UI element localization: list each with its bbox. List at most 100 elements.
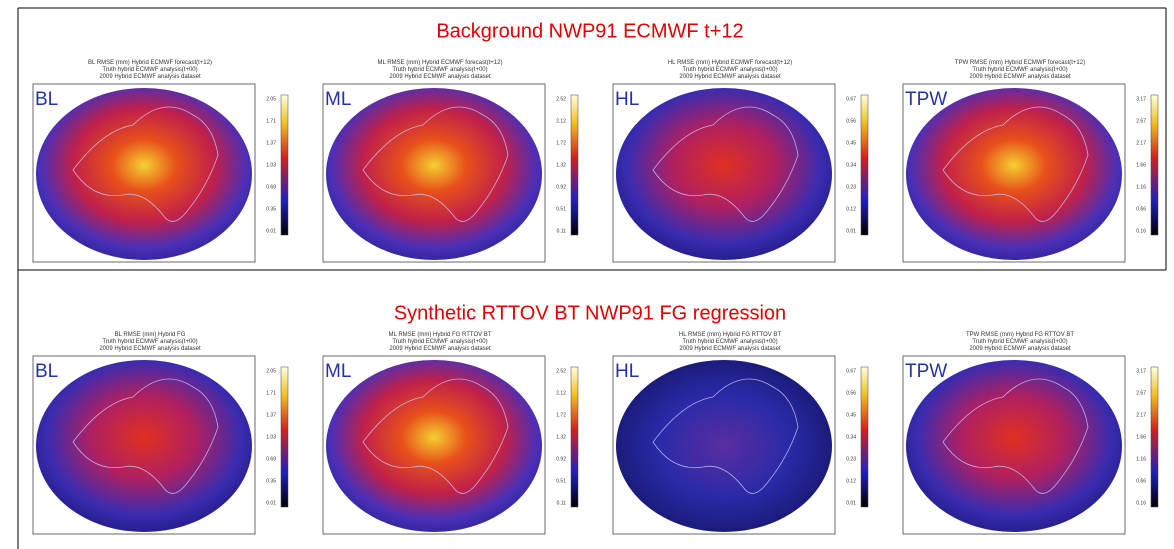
region-label: ML (325, 89, 351, 110)
colorbar (570, 366, 579, 508)
colorbar-tick-label: 0.51 (556, 478, 566, 484)
panel-title: Truth hybrid ECMWF analysis(t+00) (682, 67, 777, 73)
colorbar (280, 94, 289, 236)
colorbar-tick-label: 2.17 (1136, 412, 1146, 418)
coastline (72, 378, 219, 494)
panel-title: Truth hybrid ECMWF analysis(t+00) (102, 67, 197, 73)
colorbar-tick-label: 2.17 (1136, 140, 1146, 146)
panel-title: TPW RMSE (mm) Hybrid ECMWF forecast(t+12… (955, 60, 1085, 66)
panel-title: 2009 Hybrid ECMWF analysis dataset (99, 346, 201, 352)
colorbar-tick-label: 0.11 (557, 500, 567, 506)
colorbar-tick-label: 0.23 (846, 184, 856, 190)
map (36, 360, 252, 532)
colorbar-tick-label: 1.37 (266, 140, 276, 146)
panel-title: Truth hybrid ECMWF analysis(t+00) (972, 67, 1067, 73)
colorbar-tick-label: 1.72 (556, 412, 566, 418)
colorbar-tick-label: 0.34 (846, 434, 856, 440)
colorbar-tick-label: 0.35 (266, 206, 276, 212)
panel-title: BL RMSE (mm) Hybrid ECMWF forecast(t+12) (88, 60, 212, 66)
colorbar-tick-label: 0.01 (266, 228, 276, 234)
colorbar-tick-label: 1.71 (266, 118, 276, 124)
panel-title: HL RMSE (mm) Hybrid ECMWF forecast(t+12) (668, 60, 792, 66)
panel-title: Truth hybrid ECMWF analysis(t+00) (682, 339, 777, 345)
colorbar-tick-label: 1.71 (266, 390, 276, 396)
colorbar-tick-label: 3.17 (1136, 96, 1146, 102)
panel-title: Truth hybrid ECMWF analysis(t+00) (392, 67, 487, 73)
coastline (652, 106, 799, 222)
colorbar-tick-label: 1.03 (266, 434, 276, 440)
colorbar-tick-label: 0.69 (266, 456, 276, 462)
colorbar-tick-label: 2.05 (266, 96, 276, 102)
colorbar-tick-label: 0.12 (846, 206, 856, 212)
colorbar (860, 366, 869, 508)
panel-title: Truth hybrid ECMWF analysis(t+00) (102, 339, 197, 345)
map (616, 360, 832, 532)
colorbar (1150, 94, 1159, 236)
panel-title: 2009 Hybrid ECMWF analysis dataset (99, 74, 201, 80)
panel-title: HL RMSE (mm) Hybrid FG RTTOV BT (679, 332, 782, 338)
colorbar-tick-label: 0.66 (1136, 478, 1146, 484)
colorbar-tick-label: 0.34 (846, 162, 856, 168)
coastline (942, 378, 1089, 494)
colorbar-tick-label: 0.56 (846, 390, 856, 396)
colorbar-tick-label: 2.52 (556, 368, 566, 374)
map (326, 360, 542, 532)
panel-title: 2009 Hybrid ECMWF analysis dataset (969, 346, 1071, 352)
colorbar-tick-label: 0.45 (846, 140, 856, 146)
colorbar-tick-label: 1.16 (1136, 456, 1146, 462)
region-label: HL (615, 89, 639, 110)
colorbar-tick-label: 0.92 (556, 456, 566, 462)
colorbar-tick-label: 0.67 (846, 368, 856, 374)
colorbar-tick-label: 0.51 (556, 206, 566, 212)
coastline (362, 378, 509, 494)
colorbar-tick-label: 0.01 (846, 500, 856, 506)
colorbar (280, 366, 289, 508)
colorbar-tick-label: 1.32 (556, 434, 566, 440)
map (616, 88, 832, 260)
colorbar (570, 94, 579, 236)
colorbar-tick-label: 0.01 (266, 500, 276, 506)
colorbar-tick-label: 0.23 (846, 456, 856, 462)
panel-title: 2009 Hybrid ECMWF analysis dataset (389, 346, 491, 352)
colorbar-tick-label: 1.03 (266, 162, 276, 168)
colorbar-tick-label: 2.05 (266, 368, 276, 374)
colorbar (1150, 366, 1159, 508)
panel-title: Truth hybrid ECMWF analysis(t+00) (972, 339, 1067, 345)
region-label: TPW (905, 89, 947, 110)
region-label: BL (35, 89, 58, 110)
coastline (942, 106, 1089, 222)
panel-title: TPW RMSE (mm) Hybrid FG RTTOV BT (966, 332, 1074, 338)
colorbar-tick-label: 0.45 (846, 412, 856, 418)
map (906, 360, 1122, 532)
colorbar-tick-label: 0.16 (1136, 500, 1146, 506)
colorbar-tick-label: 2.12 (556, 118, 566, 124)
colorbar-tick-label: 0.56 (846, 118, 856, 124)
colorbar-tick-label: 1.66 (1136, 434, 1146, 440)
region-label: TPW (905, 361, 947, 382)
colorbar-tick-label: 2.52 (556, 96, 566, 102)
colorbar-tick-label: 0.01 (846, 228, 856, 234)
colorbar-tick-label: 1.32 (556, 162, 566, 168)
colorbar-tick-label: 1.66 (1136, 162, 1146, 168)
map (906, 88, 1122, 260)
colorbar-tick-label: 2.67 (1136, 390, 1146, 396)
colorbar-tick-label: 0.66 (1136, 206, 1146, 212)
colorbar-tick-label: 0.11 (557, 228, 567, 234)
panel-title: ML RMSE (mm) Hybrid ECMWF forecast(t+12) (378, 60, 503, 66)
colorbar-tick-label: 0.67 (846, 96, 856, 102)
map (36, 88, 252, 260)
colorbar-tick-label: 2.67 (1136, 118, 1146, 124)
colorbar-tick-label: 0.69 (266, 184, 276, 190)
panel-title: 2009 Hybrid ECMWF analysis dataset (679, 74, 781, 80)
colorbar-tick-label: 3.17 (1136, 368, 1146, 374)
colorbar-tick-label: 1.37 (266, 412, 276, 418)
map (326, 88, 542, 260)
panel-title: 2009 Hybrid ECMWF analysis dataset (679, 346, 781, 352)
coastline (362, 106, 509, 222)
panel-title: Truth hybrid ECMWF analysis(t+00) (392, 339, 487, 345)
region-label: ML (325, 361, 351, 382)
coastline (652, 378, 799, 494)
colorbar-tick-label: 0.16 (1136, 228, 1146, 234)
